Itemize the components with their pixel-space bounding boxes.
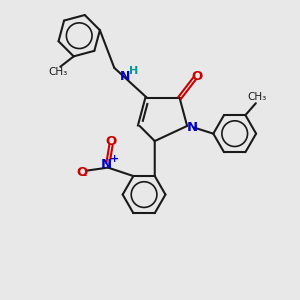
Text: N: N [187, 121, 198, 134]
Text: N: N [101, 158, 112, 171]
Text: N: N [120, 70, 130, 83]
Text: CH₃: CH₃ [48, 67, 68, 77]
Text: O: O [105, 135, 117, 148]
Text: CH₃: CH₃ [248, 92, 267, 102]
Text: O: O [191, 70, 202, 83]
Text: H: H [129, 66, 139, 76]
Text: ⁻: ⁻ [80, 172, 87, 185]
Text: +: + [110, 154, 119, 164]
Text: O: O [76, 166, 87, 178]
